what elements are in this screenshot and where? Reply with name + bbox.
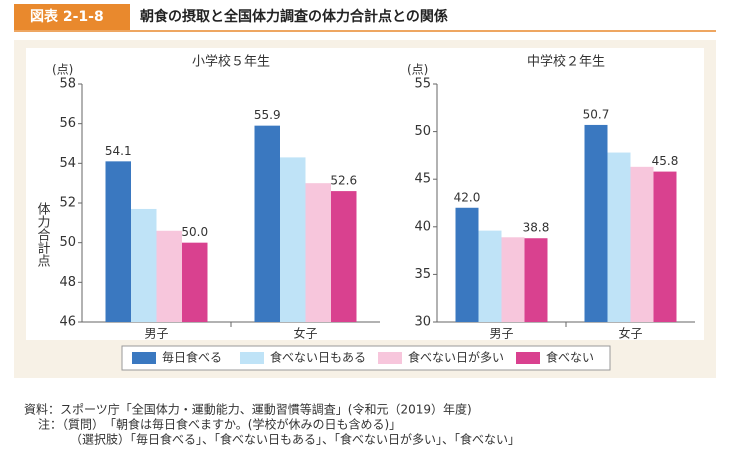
value-label: 50.7 — [583, 107, 610, 121]
bar — [607, 152, 631, 322]
value-label: 50.0 — [181, 225, 208, 239]
y-tick-label: 40 — [414, 219, 431, 234]
chart-title: 中学校２年生 — [527, 54, 605, 70]
value-label: 52.6 — [330, 174, 357, 188]
value-label: 55.9 — [254, 108, 281, 122]
bar — [331, 191, 357, 322]
bar — [280, 157, 306, 322]
value-label: 38.8 — [523, 221, 550, 235]
y-tick-label: 30 — [414, 315, 431, 330]
note: （選択肢）「毎日食べる」、「食べない日もある」、「食べない日が多い」、「食べない… — [70, 432, 520, 447]
x-tick-label: 女子 — [618, 326, 642, 341]
bar — [630, 166, 654, 322]
bar — [254, 125, 280, 323]
bar — [182, 242, 208, 322]
y-unit: (点) — [52, 63, 73, 77]
bar — [584, 124, 608, 322]
y-axis-label: 体力合計点 — [35, 202, 51, 267]
y-tick-label: 54 — [59, 156, 76, 171]
note: 資料：スポーツ庁「全国体力・運動能力、運動習慣等調査」(令和元（2019）年度) — [24, 402, 472, 417]
bar — [305, 183, 331, 322]
x-tick-label: 男子 — [144, 327, 168, 341]
bar — [501, 237, 525, 322]
y-tick-label: 58 — [59, 77, 76, 92]
legend-swatch — [132, 352, 156, 364]
y-tick-label: 48 — [59, 275, 76, 290]
figure-label-box — [14, 4, 130, 30]
bar — [524, 238, 548, 322]
value-label: 54.1 — [105, 144, 132, 158]
legend-swatch — [516, 352, 540, 364]
legend-label: 毎日食べる — [162, 350, 222, 365]
y-tick-label: 52 — [59, 196, 76, 211]
bar — [105, 161, 131, 322]
legend-swatch — [378, 352, 402, 364]
legend-label: 食べない日もある — [270, 350, 366, 365]
figure-label: 図表 2-1-8 — [30, 8, 104, 25]
x-tick-label: 男子 — [489, 327, 513, 341]
x-tick-label: 女子 — [293, 326, 317, 341]
bar — [478, 230, 502, 322]
y-tick-label: 55 — [414, 77, 431, 92]
y-tick-label: 46 — [59, 315, 76, 330]
value-label: 45.8 — [652, 154, 679, 168]
figure-title: 朝食の摂取と全国体力調査の体力合計点との関係 — [140, 8, 448, 25]
legend-label: 食べない — [546, 350, 594, 365]
y-tick-label: 35 — [414, 267, 431, 282]
y-unit: (点) — [407, 63, 428, 77]
note: 注：（質問） 「朝食は毎日食べますか。(学校が休みの日も含める)」 — [38, 417, 401, 432]
legend-label: 食べない日が多い — [408, 350, 504, 365]
bar — [131, 208, 157, 322]
y-tick-label: 50 — [59, 235, 76, 250]
bar — [653, 171, 677, 322]
y-tick-label: 45 — [414, 172, 431, 187]
y-tick-label: 56 — [59, 116, 76, 131]
bar — [156, 230, 182, 322]
legend-swatch — [240, 352, 264, 364]
bar — [455, 207, 479, 322]
value-label: 42.0 — [454, 190, 481, 204]
y-tick-label: 50 — [414, 124, 431, 139]
chart-title: 小学校５年生 — [192, 54, 270, 70]
